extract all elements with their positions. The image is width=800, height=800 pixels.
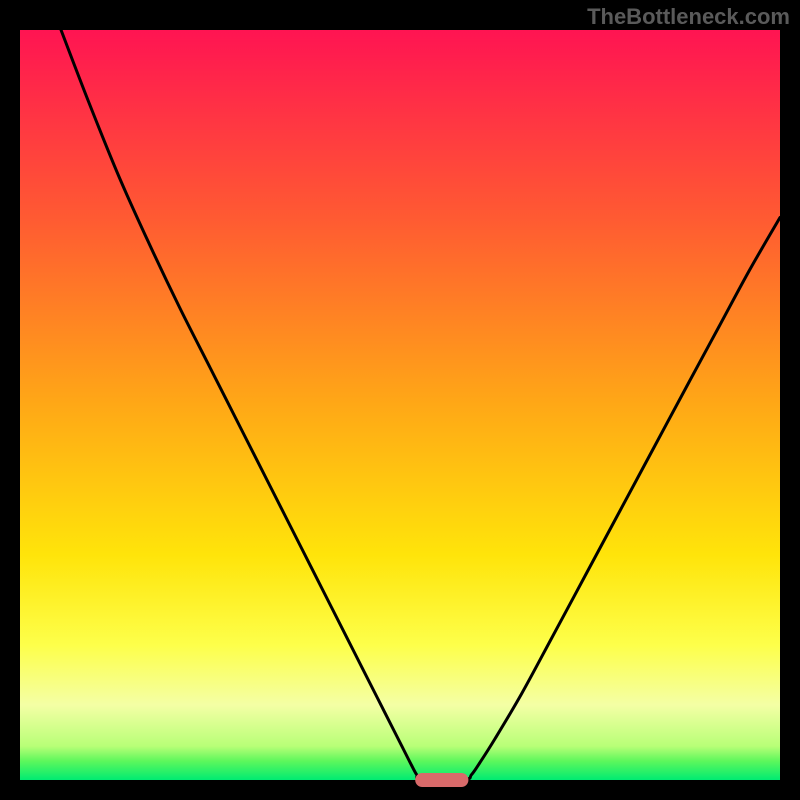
- chart-container: TheBottleneck.com: [0, 0, 800, 800]
- plot-area: [20, 30, 780, 780]
- watermark-text: TheBottleneck.com: [587, 4, 790, 30]
- optimal-marker: [415, 773, 468, 787]
- bottleneck-chart: [0, 0, 800, 800]
